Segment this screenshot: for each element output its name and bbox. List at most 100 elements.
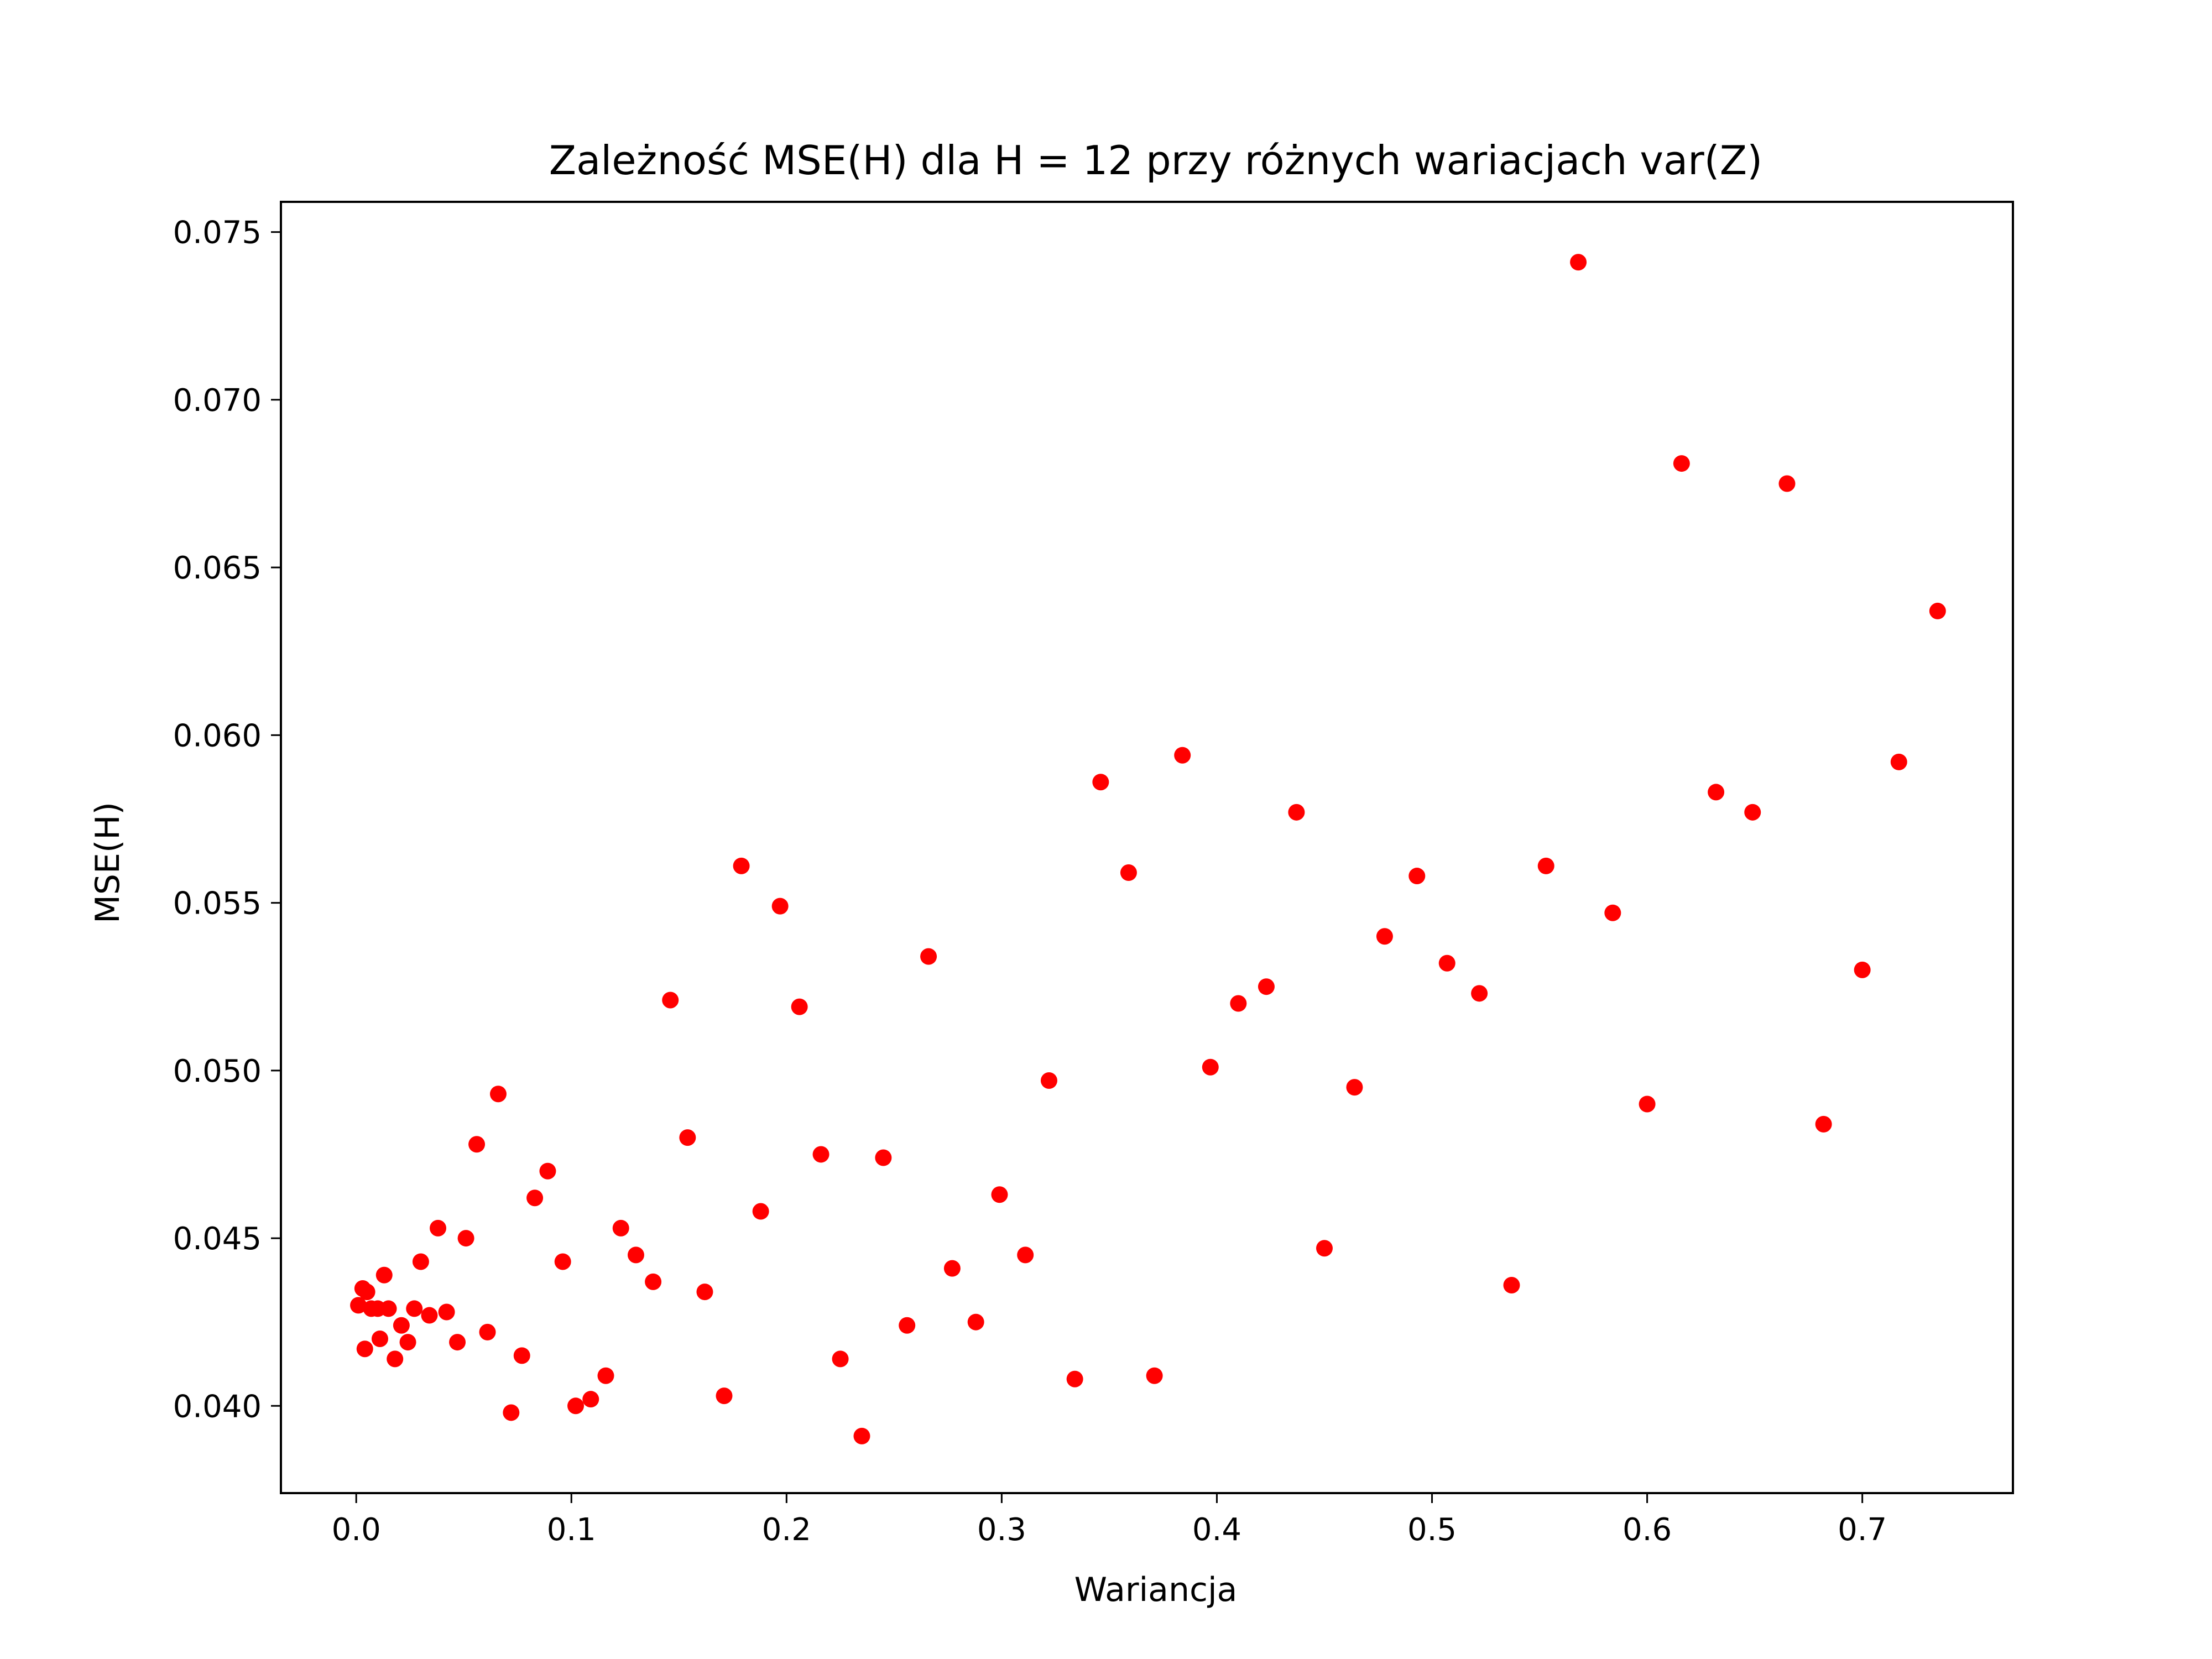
data-point-57 [1202, 1058, 1219, 1076]
data-point-40 [791, 998, 808, 1015]
x-tick-label: 0.2 [762, 1512, 811, 1548]
data-point-12 [406, 1300, 423, 1317]
data-point-54 [1120, 864, 1137, 881]
data-point-39 [771, 898, 789, 915]
data-point-36 [716, 1387, 733, 1405]
y-tick-label: 0.065 [173, 550, 262, 586]
data-point-47 [943, 1260, 961, 1277]
data-point-46 [920, 948, 937, 965]
data-point-62 [1346, 1079, 1363, 1096]
chart-title: Zależność MSE(H) dla H = 12 przy różnych… [549, 137, 1762, 184]
data-point-29 [597, 1367, 614, 1384]
data-point-27 [567, 1397, 585, 1415]
x-tick-label: 0.1 [547, 1512, 596, 1548]
data-point-25 [539, 1162, 556, 1180]
data-point-69 [1570, 254, 1587, 271]
data-point-22 [503, 1404, 520, 1421]
data-point-64 [1408, 868, 1426, 885]
data-point-72 [1673, 455, 1690, 472]
data-point-53 [1092, 774, 1109, 791]
data-point-58 [1230, 995, 1247, 1012]
data-point-66 [1471, 985, 1488, 1002]
data-point-59 [1258, 978, 1275, 995]
data-point-43 [853, 1427, 870, 1444]
data-point-33 [662, 992, 679, 1009]
data-point-76 [1815, 1115, 1832, 1133]
data-point-11 [399, 1334, 416, 1351]
y-tick-label: 0.070 [173, 383, 262, 419]
data-points [350, 254, 1946, 1444]
x-tick-label: 0.5 [1407, 1512, 1457, 1548]
data-point-65 [1438, 954, 1455, 972]
x-tick-label: 0.3 [977, 1512, 1026, 1548]
data-point-16 [438, 1303, 455, 1321]
data-point-77 [1854, 961, 1871, 978]
data-point-15 [430, 1219, 447, 1237]
y-tick-label: 0.075 [173, 215, 262, 251]
data-point-0 [350, 1297, 367, 1314]
data-point-24 [526, 1190, 544, 1207]
data-point-75 [1778, 475, 1796, 492]
data-point-21 [489, 1086, 507, 1103]
data-point-28 [582, 1391, 599, 1408]
data-point-37 [733, 857, 750, 874]
data-point-31 [627, 1246, 644, 1264]
data-point-20 [479, 1323, 496, 1340]
y-tick-label: 0.060 [173, 718, 262, 754]
data-point-42 [832, 1350, 849, 1368]
data-point-52 [1066, 1370, 1083, 1387]
data-point-56 [1174, 747, 1191, 764]
data-point-74 [1744, 804, 1761, 821]
x-axis-label: Wariancja [1074, 1571, 1238, 1609]
data-point-23 [513, 1347, 530, 1364]
data-point-10 [393, 1317, 410, 1334]
data-point-30 [612, 1219, 629, 1237]
y-tick-label: 0.055 [173, 886, 262, 922]
data-point-38 [752, 1203, 769, 1220]
data-point-41 [812, 1146, 830, 1163]
y-axis-label: MSE(H) [88, 802, 127, 924]
data-point-63 [1376, 928, 1393, 945]
y-tick-label: 0.040 [173, 1389, 262, 1425]
data-point-18 [457, 1230, 474, 1247]
data-point-8 [380, 1300, 397, 1317]
data-point-67 [1503, 1276, 1520, 1293]
data-point-6 [371, 1331, 388, 1348]
y-axis-ticks: 0.040 0.045 0.050 0.055 0.060 0.065 0.070 0.075 [173, 215, 281, 1425]
data-point-68 [1537, 857, 1554, 874]
data-point-26 [554, 1253, 571, 1270]
data-point-44 [875, 1149, 892, 1166]
data-point-50 [1017, 1246, 1034, 1264]
data-point-3 [358, 1284, 375, 1301]
data-point-45 [899, 1317, 916, 1334]
data-point-61 [1316, 1240, 1333, 1257]
x-tick-label: 0.7 [1838, 1512, 1887, 1548]
data-point-2 [356, 1340, 373, 1358]
data-point-14 [421, 1307, 438, 1324]
data-point-19 [468, 1136, 486, 1153]
x-tick-label: 0.0 [332, 1512, 381, 1548]
data-point-32 [645, 1273, 662, 1290]
data-point-51 [1040, 1072, 1057, 1089]
data-point-7 [375, 1266, 393, 1284]
data-point-70 [1604, 904, 1621, 921]
data-point-9 [387, 1350, 404, 1368]
y-tick-label: 0.045 [173, 1221, 262, 1257]
data-point-34 [679, 1129, 696, 1146]
x-tick-label: 0.6 [1623, 1512, 1672, 1548]
data-point-48 [967, 1313, 984, 1331]
data-point-73 [1708, 784, 1725, 801]
plot-frame [280, 201, 2014, 1494]
x-axis-ticks: 0.0 0.1 0.2 0.3 0.4 0.5 0.6 0.7 [332, 1493, 1887, 1548]
data-point-78 [1890, 753, 1907, 770]
x-tick-label: 0.4 [1192, 1512, 1241, 1548]
data-point-55 [1146, 1367, 1163, 1384]
data-point-71 [1639, 1095, 1656, 1113]
data-point-60 [1288, 804, 1305, 821]
data-point-49 [991, 1186, 1008, 1203]
data-point-17 [449, 1334, 466, 1351]
y-tick-label: 0.050 [173, 1053, 262, 1089]
data-point-35 [696, 1284, 713, 1301]
